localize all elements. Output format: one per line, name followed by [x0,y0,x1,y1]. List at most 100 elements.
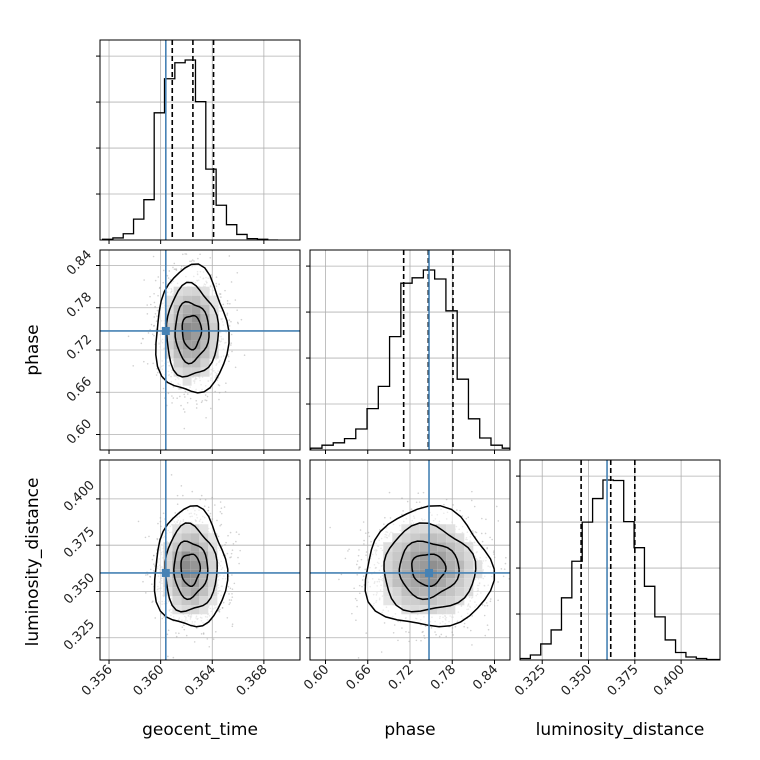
sample-point [422,491,425,494]
sample-point [146,313,149,315]
sample-point [225,382,227,385]
sample-point [459,509,461,512]
sample-point [184,253,186,255]
sample-point [224,390,227,393]
sample-point [179,395,181,398]
sample-point [344,557,347,560]
sample-point [184,390,187,393]
sample-point [469,629,472,632]
sample-point [152,362,154,365]
sample-point [146,304,149,306]
sample-point [456,509,458,511]
sample-point [214,631,217,633]
truth-marker-2-1 [425,568,434,577]
sample-point [217,384,220,386]
sample-point [159,517,162,519]
sample-point [420,639,422,642]
sample-point [159,520,162,523]
sample-point [229,556,231,559]
sample-point [229,587,232,590]
sample-point [191,490,194,493]
sample-point [474,531,477,533]
sample-point [363,543,365,545]
sample-point [505,556,507,559]
sample-point [171,395,173,397]
sample-point [356,605,358,608]
sample-point [148,535,150,538]
sample-point [230,320,232,323]
y-tick-label-luminosity-distance-2: 0.375 [61,524,98,561]
sample-point [220,507,223,510]
sample-point [156,309,159,312]
sample-point [365,632,368,634]
sample-point [140,342,143,345]
sample-point [228,325,231,327]
sample-point [175,268,178,270]
sample-point [228,255,231,257]
sample-point [357,657,360,659]
x-tick-label-luminosity-distance-3: 0.400 [651,662,688,699]
sample-point [406,500,409,503]
sample-point [467,516,470,519]
sample-point [384,516,386,519]
sample-point [221,607,224,609]
sample-point [154,565,156,567]
sample-point [218,391,221,394]
sample-point [452,634,454,636]
sample-point [360,558,363,561]
sample-point [196,403,198,405]
sample-point [229,531,232,534]
sample-point [358,566,360,568]
sample-point [228,360,230,363]
sample-point [497,581,499,583]
sample-point [399,620,402,623]
sample-point [366,559,369,561]
sample-point [142,580,144,583]
sample-point [219,293,221,295]
sample-point [430,627,433,629]
sample-point [226,552,229,555]
sample-point [197,257,199,260]
sample-point [489,536,491,539]
sample-point [180,485,183,487]
sample-point [193,641,196,643]
sample-point [389,517,392,519]
sample-point [236,272,239,274]
sample-point [497,599,499,602]
x-tick-label-geocent-time-3: 0.368 [234,662,271,699]
sample-point [143,279,145,281]
sample-point [156,537,159,540]
sample-point [226,312,229,315]
sample-point [487,628,490,631]
sample-point [191,259,194,261]
sample-point [236,309,238,311]
sample-point [183,628,186,631]
sample-point [401,513,403,516]
sample-point [154,617,157,619]
sample-point [238,533,240,536]
sample-point [213,660,215,662]
sample-point [193,260,195,262]
sample-point [357,554,360,557]
sample-point [228,593,230,595]
sample-point [362,575,365,577]
sample-point [202,632,205,634]
sample-point [401,497,403,499]
sample-point [418,501,421,503]
y-tick-label-luminosity-distance-3: 0.400 [61,478,98,515]
sample-point [181,212,183,214]
sample-point [392,631,395,634]
sample-point [224,289,226,292]
sample-point [218,384,221,387]
sample-point [215,282,217,285]
sample-point [155,374,158,376]
sample-point [195,407,198,409]
sample-point [480,532,483,535]
sample-point [151,583,153,586]
sample-point [393,624,396,626]
sample-point [463,622,466,625]
sample-point [401,627,403,629]
sample-point [434,631,436,633]
sample-point [151,558,154,561]
y-tick-label-luminosity-distance-0: 0.325 [61,617,98,654]
